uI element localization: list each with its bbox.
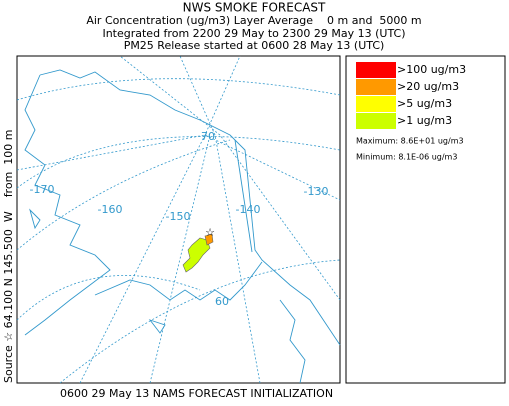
legend-swatch (356, 62, 396, 78)
graticule (16, 275, 201, 321)
legend: >100 ug/m3 >20 ug/m3 >5 ug/m3 >1 ug/m3 (356, 62, 466, 129)
grid-labels: -170 -160 -150 -140 -130 70 60 (30, 130, 329, 308)
legend-label: >5 ug/m3 (397, 97, 452, 110)
title: NWS SMOKE FORECAST (183, 1, 326, 15)
side-label: Source ☆ 64.100 N 145.500 W from 100 m (2, 130, 15, 384)
graticule (149, 134, 211, 384)
grid-label: -160 (98, 203, 123, 216)
graticule (179, 55, 261, 384)
grid-label: 70 (201, 130, 215, 143)
legend-min: Minimum: 8.1E-06 ug/m3 (356, 153, 457, 162)
legend-max: Maximum: 8.6E+01 ug/m3 (356, 137, 464, 146)
graticule (16, 78, 341, 101)
plume (182, 237, 211, 273)
legend-swatch (356, 96, 396, 112)
graticule (119, 55, 341, 301)
grid-label: -140 (236, 203, 261, 216)
graticule (59, 259, 341, 384)
map: ☆ (16, 55, 341, 384)
subtitle: Air Concentration (ug/m3) Layer Average … (86, 14, 421, 27)
map-frame (16, 55, 341, 384)
grid-label: -150 (166, 210, 191, 223)
graticule (16, 134, 341, 201)
subtitle: Integrated from 2200 29 May to 2300 29 M… (102, 27, 405, 40)
coastline (24, 74, 263, 336)
source-star: ☆ (205, 226, 215, 239)
graticule (16, 136, 341, 189)
plume-core (204, 233, 214, 246)
legend-swatch (356, 113, 396, 129)
coastline (39, 69, 341, 346)
footer: 0600 29 May 13 NAMS FORECAST INITIALIZAT… (60, 387, 333, 400)
legend-frame (345, 55, 506, 384)
subtitle: PM25 Release started at 0600 28 May 13 (… (124, 39, 385, 52)
legend-label: >100 ug/m3 (397, 63, 466, 76)
legend-swatch (356, 79, 396, 95)
grid-label: -130 (304, 185, 329, 198)
grid-label: -170 (30, 183, 55, 196)
legend-label: >20 ug/m3 (397, 80, 459, 93)
border (234, 139, 253, 253)
graticule (79, 55, 241, 384)
grid-label: 60 (215, 295, 229, 308)
island (29, 208, 306, 384)
legend-label: >1 ug/m3 (397, 114, 452, 127)
graticule (16, 139, 231, 251)
